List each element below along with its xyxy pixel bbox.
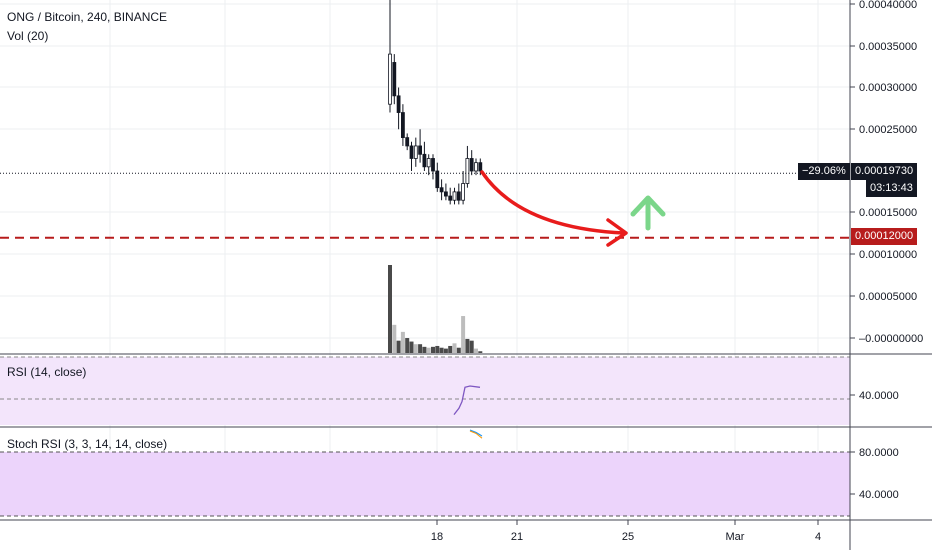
drawing-overlays: [0, 170, 850, 439]
current-price-badge: 0.00019730: [851, 163, 918, 180]
candle-body-15: [452, 191, 457, 201]
candle-body-12: [439, 187, 444, 193]
price-tick-label-5: 0.00010000: [859, 249, 917, 261]
red-arrow-curve: [480, 170, 626, 235]
volume-bar-0: [388, 265, 392, 353]
volume-bar-13: [443, 348, 448, 353]
stoch-pane: [0, 452, 850, 516]
candle-body-8: [422, 153, 427, 168]
rsi-axis-label-0: 40.0000: [859, 390, 899, 402]
volume-bar-15: [452, 343, 457, 353]
candle-body-4: [405, 137, 410, 147]
candle-body-6: [413, 145, 418, 159]
price-tick-label-6: 0.00005000: [859, 291, 917, 303]
candle-body-16: [456, 191, 461, 201]
stoch-rsi-label: Stoch RSI (3, 3, 14, 14, close): [7, 437, 168, 451]
candle-body-10: [431, 158, 435, 172]
volume-bar-3: [400, 331, 405, 353]
rsi-line: [453, 385, 481, 415]
price-tick-label-4: 0.00015000: [859, 207, 917, 219]
price-tick-label-0: 0.00040000: [859, 0, 917, 11]
volume-bar-6: [413, 344, 418, 353]
candlesticks: [388, 0, 483, 205]
stoch-axis-label-0: 80.0000: [859, 447, 899, 459]
volume-bar-16: [456, 347, 461, 353]
candle-body-14: [448, 195, 453, 201]
time-tick-label-0: 18: [431, 531, 443, 543]
candle-body-1: [392, 62, 397, 97]
volume-bar-20: [474, 348, 478, 353]
rsi-pane: [0, 357, 850, 425]
volume-bar-21: [478, 351, 483, 353]
price-tick-label-1: 0.00035000: [859, 41, 917, 53]
candle-body-11: [435, 170, 440, 189]
candle-body-20: [474, 162, 478, 172]
indicator-panes: [0, 353, 932, 521]
price-tick-label-3: 0.00025000: [859, 124, 917, 136]
candle-body-3: [400, 112, 405, 139]
candle-body-0: [388, 53, 392, 105]
volume-bar-5: [409, 341, 414, 353]
stoch-axis-label-1: 40.0000: [859, 489, 899, 501]
volume-bar-4: [405, 338, 410, 353]
time-tick-label-1: 21: [511, 531, 523, 543]
time-tick-label-3: Mar: [726, 531, 745, 543]
volume-bar-11: [435, 345, 440, 353]
time-tick-label-2: 25: [622, 531, 634, 543]
candle-body-9: [426, 158, 431, 168]
volume-legend: Vol (20): [7, 29, 49, 43]
volume-bar-1: [392, 324, 397, 353]
candle-body-19: [469, 158, 474, 172]
target-price-badge: 0.00012000: [851, 228, 918, 245]
green-up-arrow: [630, 195, 666, 231]
price-tick-label-2: 0.00030000: [859, 82, 917, 94]
volume-bar-18: [465, 338, 470, 353]
candle-body-5: [409, 145, 414, 159]
axes: 0.00040000 0.00035000 0.00030000 0.00025000…: [431, 0, 923, 550]
rsi-label: RSI (14, close): [7, 365, 87, 379]
candle-body-18: [465, 158, 470, 184]
candle-body-17: [461, 183, 466, 201]
volume-bar-10: [431, 346, 435, 353]
volume-bars: [388, 265, 483, 353]
volume-bar-12: [439, 347, 444, 353]
volume-bar-8: [422, 346, 427, 353]
volume-bar-7: [418, 344, 423, 353]
red-arrow-head: [606, 218, 628, 247]
chart-title: ONG / Bitcoin, 240, BINANCE: [7, 10, 168, 24]
volume-bar-14: [448, 345, 453, 353]
grid-lines: [0, 0, 850, 520]
bar-countdown-badge: 03:13:43: [866, 180, 917, 197]
stoch-d-line: [469, 430, 483, 439]
volume-bar-19: [469, 340, 474, 353]
candle-body-13: [443, 191, 448, 197]
volume-bar-17: [461, 316, 466, 353]
time-tick-label-4: 4: [815, 531, 821, 543]
volume-bar-9: [426, 347, 431, 353]
candle-body-2: [396, 95, 401, 113]
volume-bar-2: [396, 340, 401, 353]
price-change-badge: −29.06%: [798, 163, 850, 180]
candle-body-7: [418, 145, 423, 155]
stoch-k-line: [469, 429, 483, 437]
candle-body-21: [478, 162, 483, 172]
price-tick-label-7: –0.00000000: [859, 333, 923, 345]
